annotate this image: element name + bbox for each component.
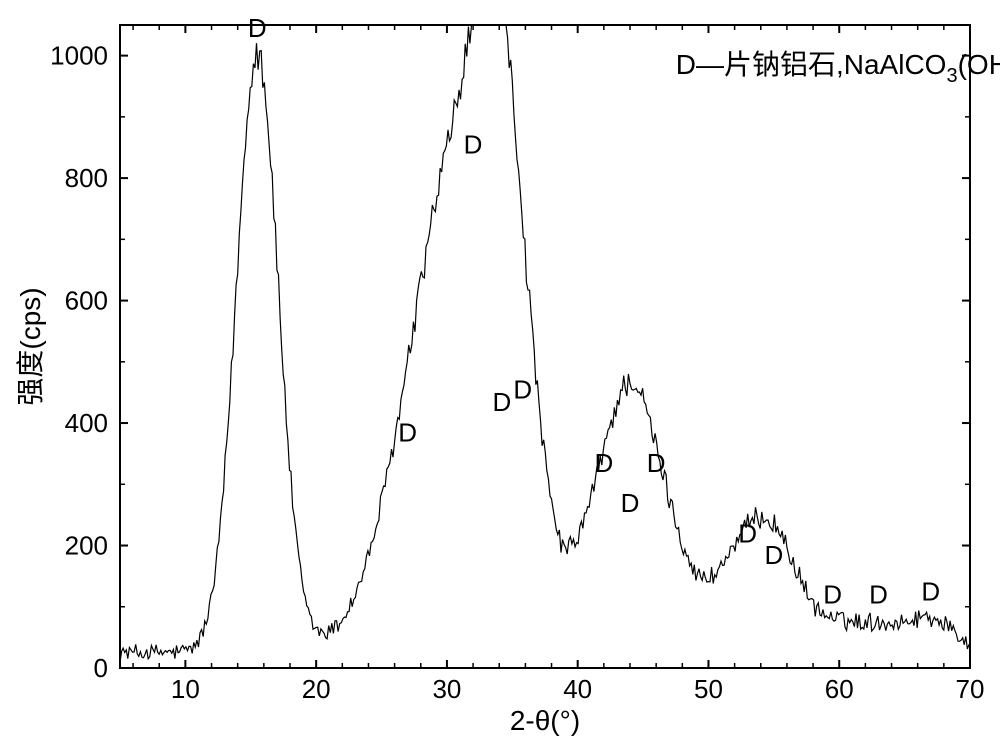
legend-text: D—片钠铝石,NaAlCO3(OH)2: [676, 49, 1000, 87]
peak-label: D: [513, 375, 532, 405]
peak-label: D: [594, 448, 613, 478]
y-tick-label: 200: [65, 531, 108, 561]
x-axis-label: 2-θ(°): [510, 705, 580, 736]
peak-label: D: [738, 518, 757, 548]
x-tick-label: 40: [563, 674, 592, 704]
peak-label: D: [823, 580, 842, 610]
y-tick-label: 0: [94, 653, 108, 683]
peak-label: D: [764, 540, 783, 570]
y-axis-label: 强度(cps): [15, 287, 46, 405]
chart-svg: 10 20 30 40 50 60 70 0 200 400 600 800 1000 2-θ(°) 强度(…: [0, 0, 1000, 748]
y-tick-label: 600: [65, 286, 108, 316]
peak-label: D: [921, 577, 940, 607]
peak-label: D: [647, 448, 666, 478]
x-tick-label: 70: [956, 674, 985, 704]
y-tick-label: 400: [65, 408, 108, 438]
xrd-trace: [120, 25, 969, 662]
x-tick-label: 50: [694, 674, 723, 704]
y-tick-label: 800: [65, 163, 108, 193]
peak-label: D: [248, 13, 267, 43]
peak-label: D: [398, 417, 417, 447]
x-tick-label: 30: [432, 674, 461, 704]
peak-label: D: [464, 130, 483, 160]
peak-label: D: [869, 580, 888, 610]
x-tick-label: 10: [171, 674, 200, 704]
xrd-chart: 10 20 30 40 50 60 70 0 200 400 600 800 1000 2-θ(°) 强度(…: [0, 0, 1000, 748]
x-tick-label: 20: [302, 674, 331, 704]
peak-label: D: [492, 387, 511, 417]
x-tick-label: 60: [825, 674, 854, 704]
peak-label: D: [621, 488, 640, 518]
y-tick-label: 1000: [50, 41, 108, 71]
